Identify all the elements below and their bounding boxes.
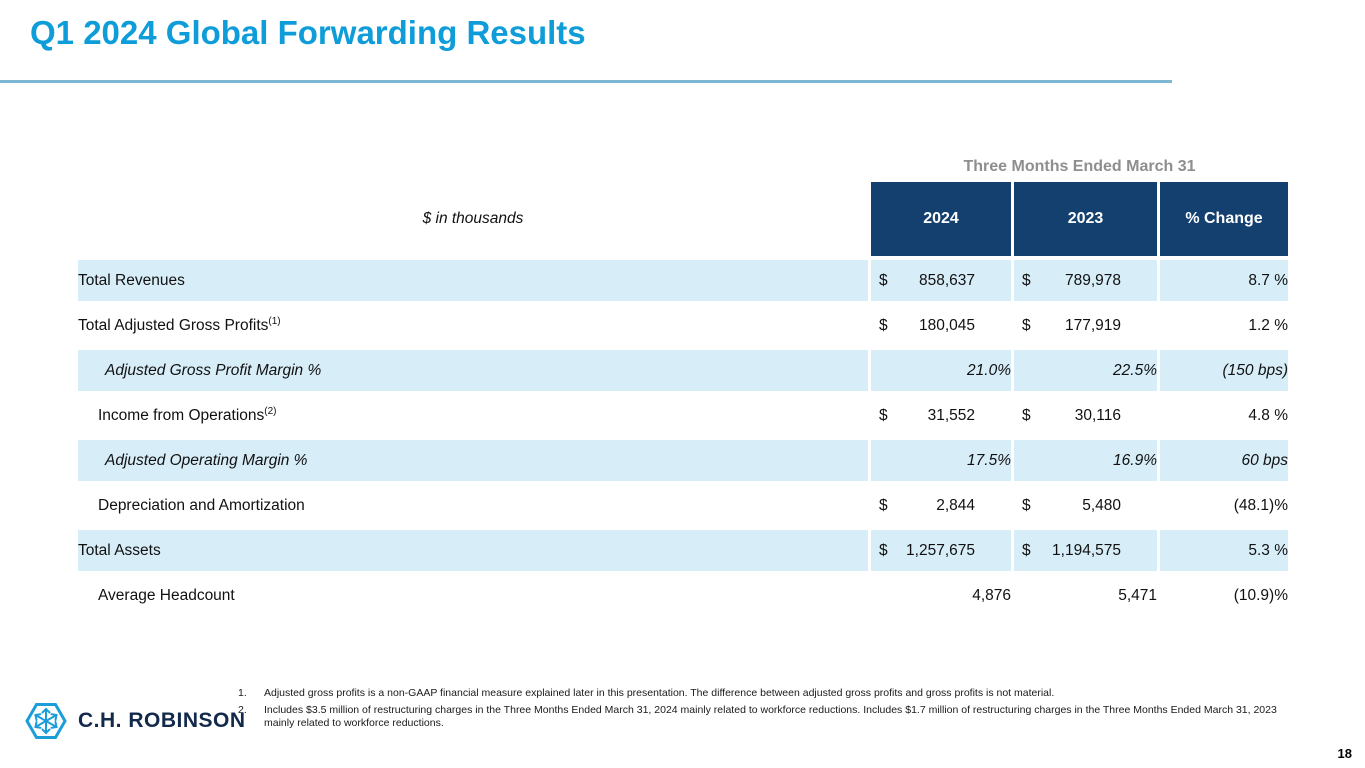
value-change: (48.1)% <box>1160 485 1288 526</box>
hexagon-arrows-icon <box>25 703 67 739</box>
value-change: (150 bps) <box>1160 350 1288 391</box>
row-label: Total Adjusted Gross Profits(1) <box>78 305 868 346</box>
value-change: 1.2 % <box>1160 305 1288 346</box>
currency-symbol: $ <box>1022 406 1031 424</box>
table-row: Depreciation and Amortization $2,844 $5,48… <box>78 485 1288 526</box>
footnote-reference: (1) <box>268 315 281 327</box>
footnote-text: Adjusted gross profits is a non-GAAP fin… <box>264 687 1055 699</box>
currency-symbol: $ <box>879 406 888 424</box>
footnote-1: 1. Adjusted gross profits is a non-GAAP … <box>238 687 1290 701</box>
value-2024: 17.5% <box>871 440 1011 481</box>
row-label: Total Assets <box>78 530 868 571</box>
table-group-header: Three Months Ended March 31 <box>963 158 1196 175</box>
value-change: 8.7 % <box>1160 260 1288 301</box>
units-label: $ in thousands <box>78 182 868 256</box>
table-row: Total Adjusted Gross Profits(1) $180,045 $… <box>78 305 1288 346</box>
table-header-row: $ in thousands 2024 2023 % Change <box>78 182 1288 256</box>
table-body: Total Revenues $858,637 $789,978 8.7 % Total… <box>78 260 1288 616</box>
value-2023: 16.9% <box>1014 440 1157 481</box>
table-row: Total Assets $1,257,675 $1,194,575 5.3 % <box>78 530 1288 571</box>
value-2023: $177,919 <box>1014 305 1157 346</box>
footnote-reference: (2) <box>264 405 277 417</box>
amount: 180,045 <box>918 316 975 334</box>
value-change: 60 bps <box>1160 440 1288 481</box>
page-number: 18 <box>1337 746 1352 761</box>
company-logo: C.H. ROBINSON <box>24 699 246 743</box>
amount: 5,480 <box>1082 496 1121 514</box>
value-2023: 5,471 <box>1014 575 1157 616</box>
row-label: Total Revenues <box>78 260 868 301</box>
footnotes: 1. Adjusted gross profits is a non-GAAP … <box>238 687 1290 734</box>
row-label: Adjusted Operating Margin % <box>78 440 868 481</box>
row-label: Average Headcount <box>78 575 868 616</box>
page-title: Q1 2024 Global Forwarding Results <box>30 14 586 51</box>
currency-symbol: $ <box>1022 496 1031 514</box>
value-2023: 22.5% <box>1014 350 1157 391</box>
value-2024: $858,637 <box>871 260 1011 301</box>
title-divider <box>0 80 1172 83</box>
amount: 1,194,575 <box>1052 541 1121 559</box>
value-2023: $30,116 <box>1014 395 1157 436</box>
amount: 31,552 <box>927 406 975 424</box>
footnote-text: Includes $3.5 million of restructuring c… <box>264 703 1277 730</box>
table-row: Adjusted Gross Profit Margin % 21.0% 22.5%… <box>78 350 1288 391</box>
column-header-2023: 2023 <box>1014 182 1157 256</box>
value-2023: $5,480 <box>1014 485 1157 526</box>
value-2024: $180,045 <box>871 305 1011 346</box>
value-2024: $2,844 <box>871 485 1011 526</box>
value-2024: $1,257,675 <box>871 530 1011 571</box>
currency-symbol: $ <box>1022 541 1031 559</box>
value-2024: 4,876 <box>871 575 1011 616</box>
amount: 177,919 <box>1064 316 1121 334</box>
table-row: Total Revenues $858,637 $789,978 8.7 % <box>78 260 1288 301</box>
currency-symbol: $ <box>879 541 888 559</box>
table-row: Average Headcount 4,876 5,471 (10.9)% <box>78 575 1288 616</box>
column-header-2024: 2024 <box>871 182 1011 256</box>
footnote-2: 2. Includes $3.5 million of restructurin… <box>238 704 1290 731</box>
column-header-change: % Change <box>1160 182 1288 256</box>
amount: 858,637 <box>918 271 975 289</box>
amount: 789,978 <box>1064 271 1121 289</box>
row-label: Adjusted Gross Profit Margin % <box>78 350 868 391</box>
value-change: (10.9)% <box>1160 575 1288 616</box>
currency-symbol: $ <box>879 496 888 514</box>
currency-symbol: $ <box>879 316 888 334</box>
amount: 1,257,675 <box>906 541 975 559</box>
value-2024: $31,552 <box>871 395 1011 436</box>
amount: 2,844 <box>936 496 975 514</box>
table-row: Adjusted Operating Margin % 17.5% 16.9% 60 … <box>78 440 1288 481</box>
currency-symbol: $ <box>1022 316 1031 334</box>
financial-results-table: $ in thousands 2024 2023 % Change Total … <box>75 178 1291 620</box>
logo-wordmark: C.H. ROBINSON <box>78 709 246 732</box>
value-change: 5.3 % <box>1160 530 1288 571</box>
value-2023: $1,194,575 <box>1014 530 1157 571</box>
footnote-number: 2. <box>238 703 247 716</box>
value-2023: $789,978 <box>1014 260 1157 301</box>
footnote-number: 1. <box>238 687 247 699</box>
row-label: Income from Operations(2) <box>78 395 868 436</box>
currency-symbol: $ <box>879 271 888 289</box>
row-label: Depreciation and Amortization <box>78 485 868 526</box>
currency-symbol: $ <box>1022 271 1031 289</box>
amount: 30,116 <box>1074 406 1121 424</box>
value-2024: 21.0% <box>871 350 1011 391</box>
value-change: 4.8 % <box>1160 395 1288 436</box>
table-row: Income from Operations(2) $31,552 $30,116 4… <box>78 395 1288 436</box>
